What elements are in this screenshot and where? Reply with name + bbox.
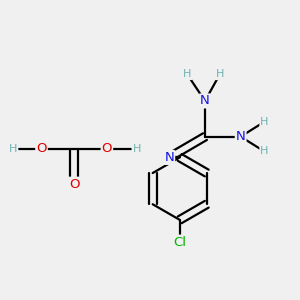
Text: H: H [9, 143, 17, 154]
Text: N: N [236, 130, 245, 143]
Text: N: N [164, 151, 174, 164]
Text: H: H [260, 117, 269, 127]
Text: O: O [102, 142, 112, 155]
Text: H: H [260, 146, 269, 157]
Text: Cl: Cl [173, 236, 186, 249]
Text: H: H [132, 143, 141, 154]
Text: O: O [36, 142, 47, 155]
Text: O: O [69, 178, 80, 191]
Text: N: N [200, 94, 210, 107]
Text: H: H [216, 69, 224, 79]
Text: H: H [183, 69, 191, 79]
